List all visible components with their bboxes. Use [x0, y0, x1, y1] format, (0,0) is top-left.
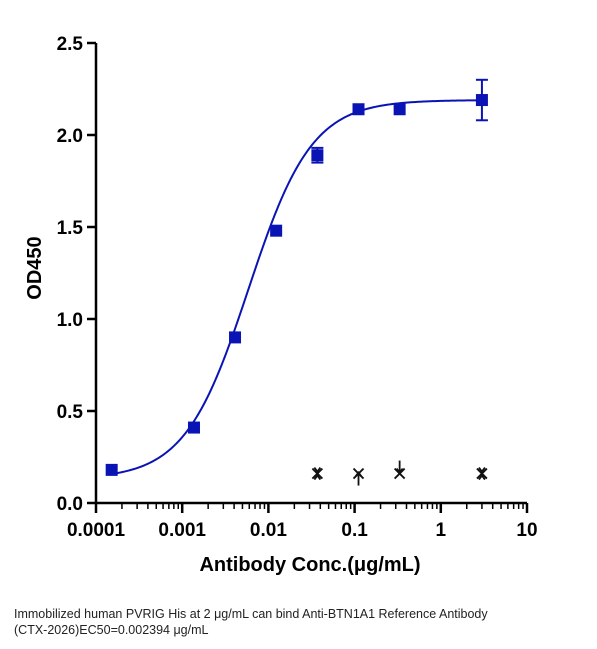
annotation-marker — [476, 467, 488, 481]
up-arrow-head — [313, 474, 322, 481]
y-axis-title: OD450 — [24, 236, 46, 299]
down-arrow-head — [395, 468, 404, 475]
down-arrow-head — [313, 467, 322, 474]
plot-area — [105, 78, 488, 486]
x-tick-label: 0.001 — [158, 520, 206, 541]
axes: 0.0 0.5 1.0 1.5 2.0 2.5 0.0001 0.001 0.01 0.1 1 10 — [57, 34, 538, 541]
x-axis-title: Antibody Conc.(μg/mL) — [199, 554, 420, 576]
annotation-marker — [352, 467, 365, 486]
data-point — [270, 224, 283, 237]
y-tick-label: 0.0 — [57, 494, 83, 515]
x-tick-label: 0.0001 — [67, 520, 126, 541]
x-tick-label: 0.1 — [341, 520, 368, 541]
x-tick-label: 10 — [516, 520, 537, 541]
caption-line-1: Immobilized human PVRIG His at 2 μg/mL c… — [14, 607, 488, 621]
data-point — [475, 94, 488, 107]
x-mark — [476, 467, 488, 480]
caption-line-2: (CTX-2026)EC50=0.002394 μg/mL — [14, 623, 209, 637]
chart: 0.00.51.01.52.02.50.0001 0.001 0.01 0.1 1 10 … — [24, 34, 538, 576]
fit-curve — [111, 99, 482, 476]
x-tick-label: 0.01 — [250, 520, 287, 541]
y-tick-label: 0.5 — [57, 402, 84, 423]
y-tick-label: 1.0 — [57, 310, 83, 331]
x-tick-label: 1 — [436, 520, 447, 541]
down-arrow-head — [478, 467, 486, 474]
up-arrow-head — [354, 471, 363, 478]
y-tick-label: 2.5 — [57, 34, 84, 55]
annotation-marker — [393, 460, 406, 480]
data-point — [187, 421, 200, 434]
data-point — [229, 331, 242, 344]
data-point — [105, 463, 118, 476]
up-arrow-head — [478, 474, 486, 481]
data-point — [352, 103, 365, 116]
x-mark — [311, 467, 324, 480]
data-point — [393, 103, 406, 116]
annotation-marker — [311, 467, 324, 481]
figure-caption: Immobilized human PVRIG His at 2 μg/mL c… — [14, 606, 589, 638]
y-tick-label: 2.0 — [57, 126, 83, 147]
data-point — [311, 149, 324, 162]
y-tick-label: 1.5 — [57, 218, 84, 239]
